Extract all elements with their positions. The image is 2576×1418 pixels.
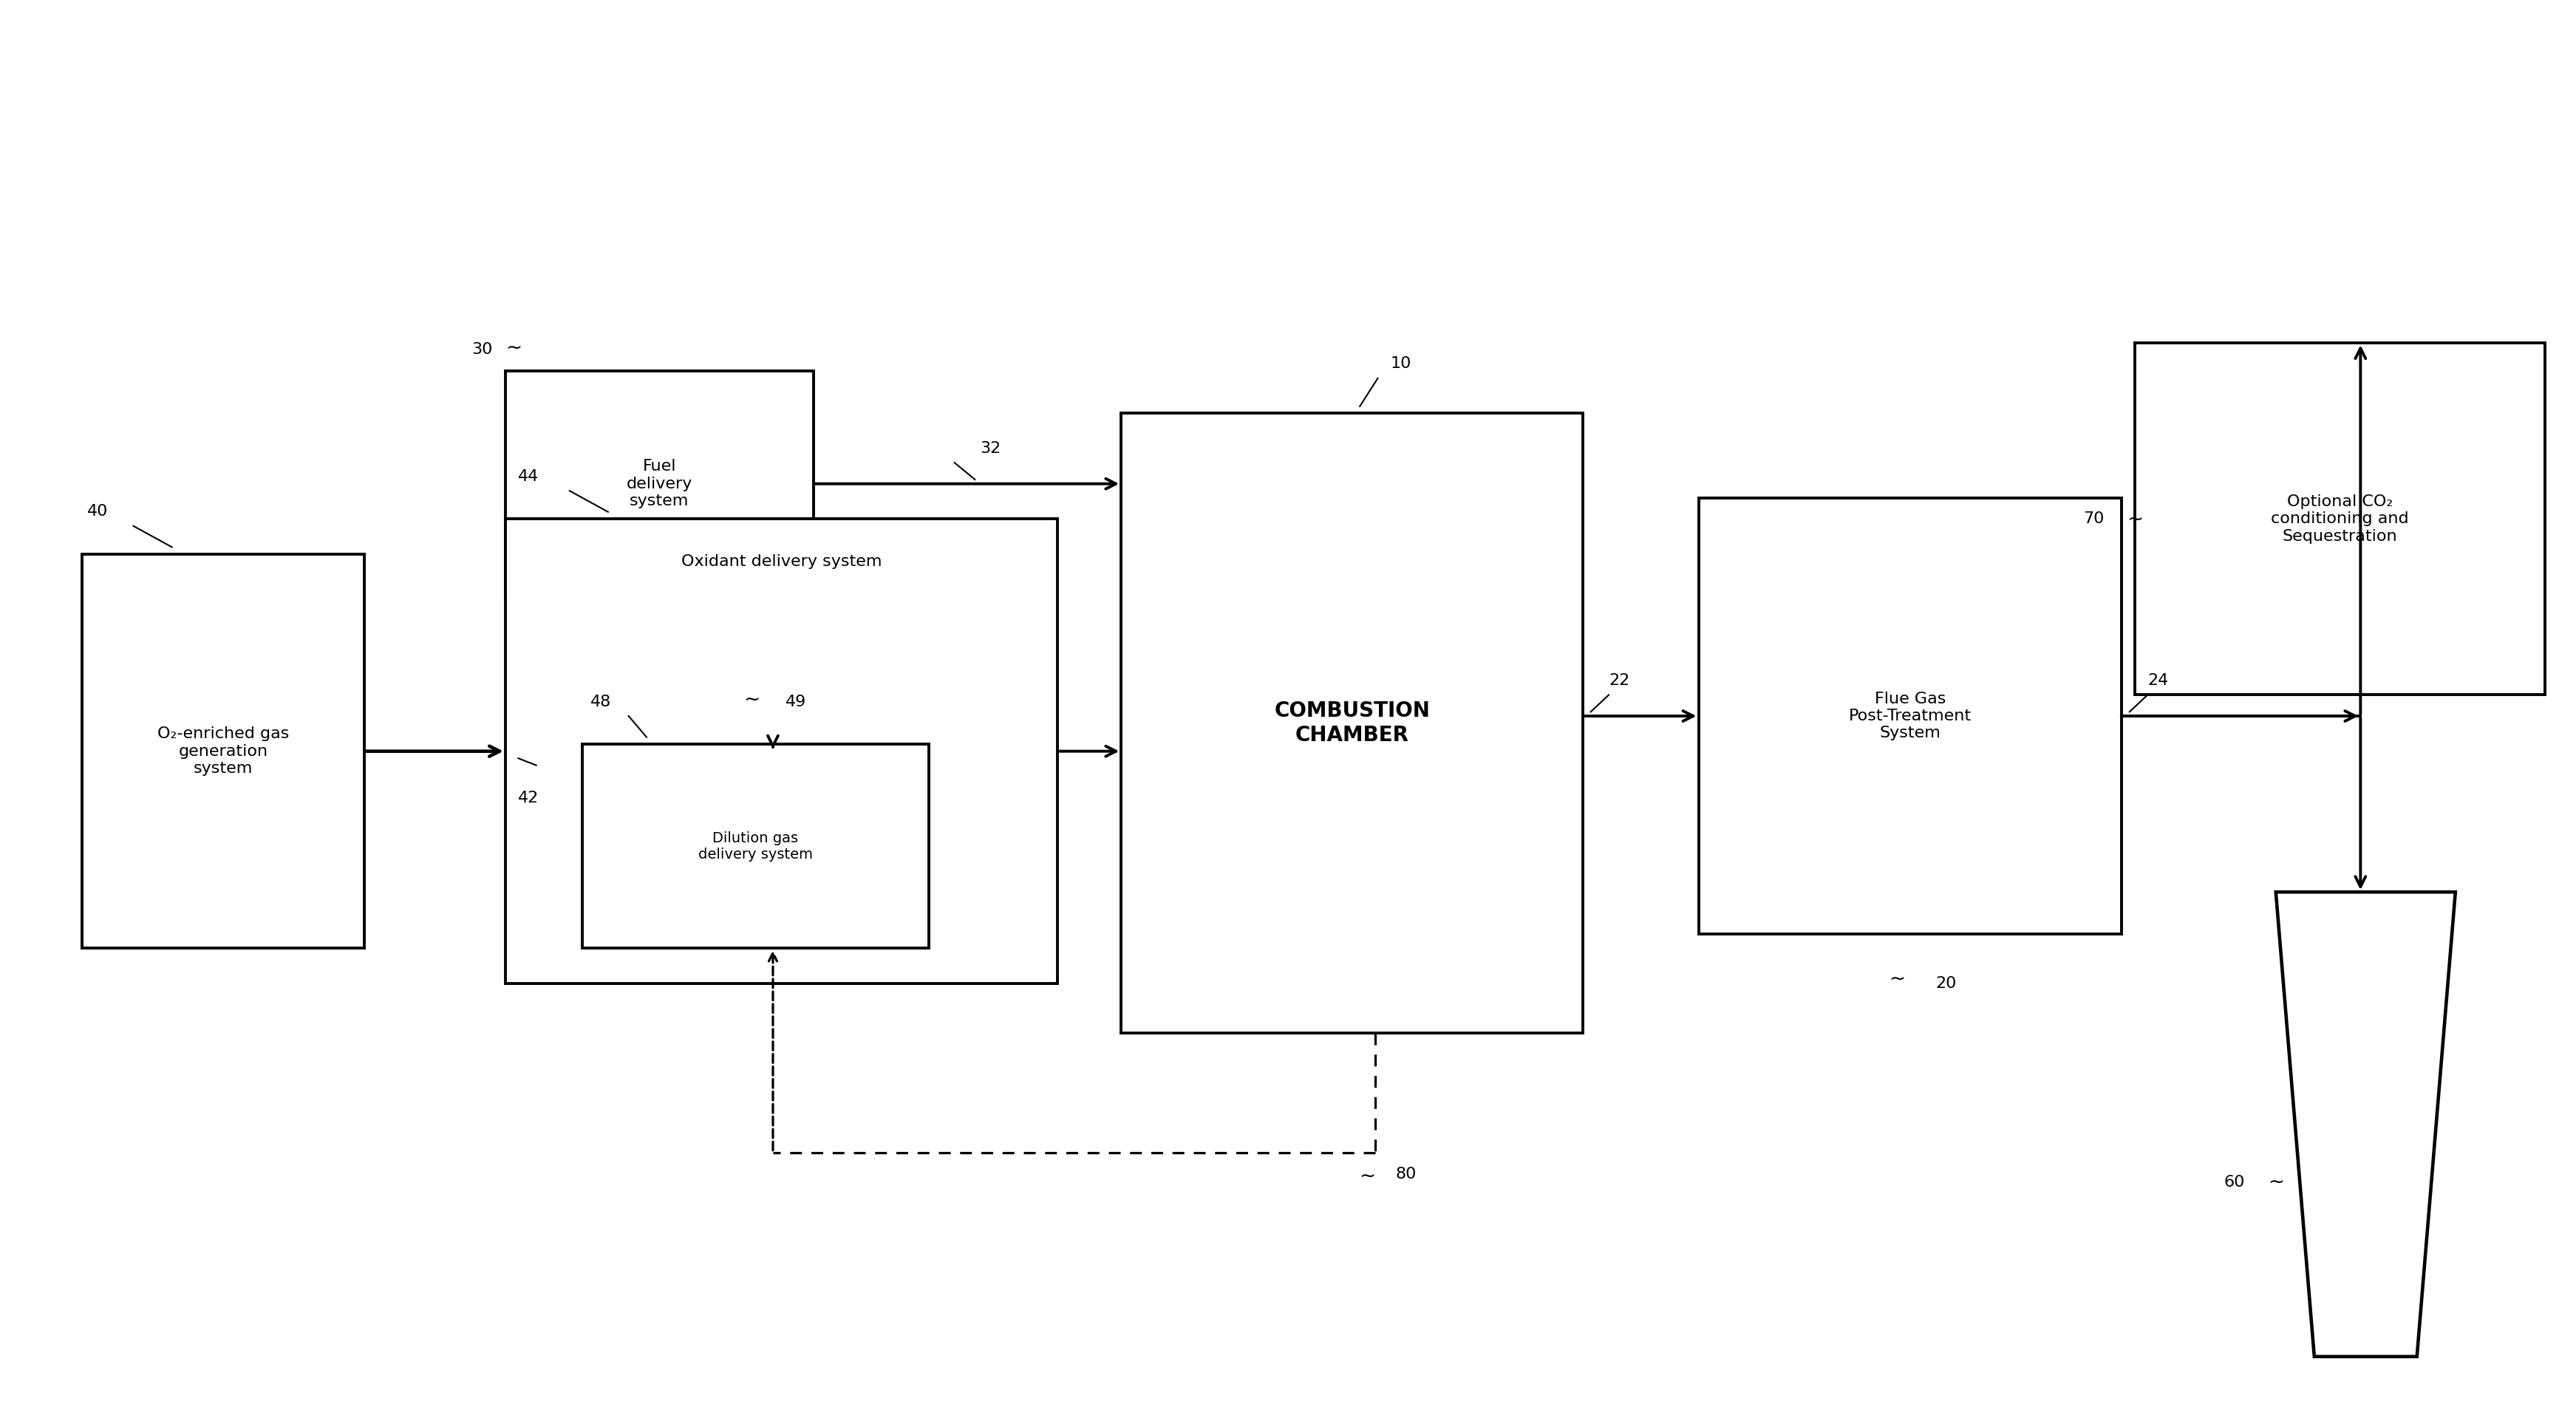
Text: 48: 48 <box>590 695 611 709</box>
Bar <box>2136 343 2545 695</box>
Text: 80: 80 <box>1396 1167 1417 1181</box>
Text: 49: 49 <box>786 695 806 709</box>
Text: Fuel
delivery
system: Fuel delivery system <box>626 459 693 508</box>
Text: Optional CO₂
conditioning and
Sequestration: Optional CO₂ conditioning and Sequestrat… <box>2272 495 2409 543</box>
Bar <box>1698 498 2123 934</box>
Polygon shape <box>2275 892 2455 1357</box>
Bar <box>1121 414 1584 1032</box>
Text: 40: 40 <box>88 505 108 519</box>
Text: 30: 30 <box>471 342 492 357</box>
Text: ∼: ∼ <box>2128 509 2143 529</box>
Text: 24: 24 <box>2148 674 2169 688</box>
Text: 10: 10 <box>1391 356 1412 372</box>
Text: ∼: ∼ <box>505 337 523 357</box>
Bar <box>505 519 1056 984</box>
Text: 20: 20 <box>1935 977 1958 991</box>
Text: 32: 32 <box>979 441 1002 455</box>
Bar <box>582 744 930 949</box>
Text: 22: 22 <box>1610 674 1631 688</box>
Text: ∼: ∼ <box>2267 1173 2285 1191</box>
Text: 70: 70 <box>2084 512 2105 526</box>
Text: Flue Gas
Post-Treatment
System: Flue Gas Post-Treatment System <box>1850 692 1971 740</box>
Text: Oxidant delivery system: Oxidant delivery system <box>680 554 881 569</box>
Text: COMBUSTION
CHAMBER: COMBUSTION CHAMBER <box>1275 700 1430 746</box>
Text: 42: 42 <box>518 791 538 805</box>
Text: Dilution gas
delivery system: Dilution gas delivery system <box>698 831 814 861</box>
Bar <box>505 372 814 597</box>
Text: ∼: ∼ <box>1360 1167 1376 1185</box>
Text: 44: 44 <box>518 469 538 484</box>
Bar <box>82 554 363 949</box>
Text: ∼: ∼ <box>744 689 760 709</box>
Text: O₂-enriched gas
generation
system: O₂-enriched gas generation system <box>157 726 289 776</box>
Text: ∼: ∼ <box>1888 970 1906 988</box>
Text: 60: 60 <box>2223 1174 2246 1190</box>
